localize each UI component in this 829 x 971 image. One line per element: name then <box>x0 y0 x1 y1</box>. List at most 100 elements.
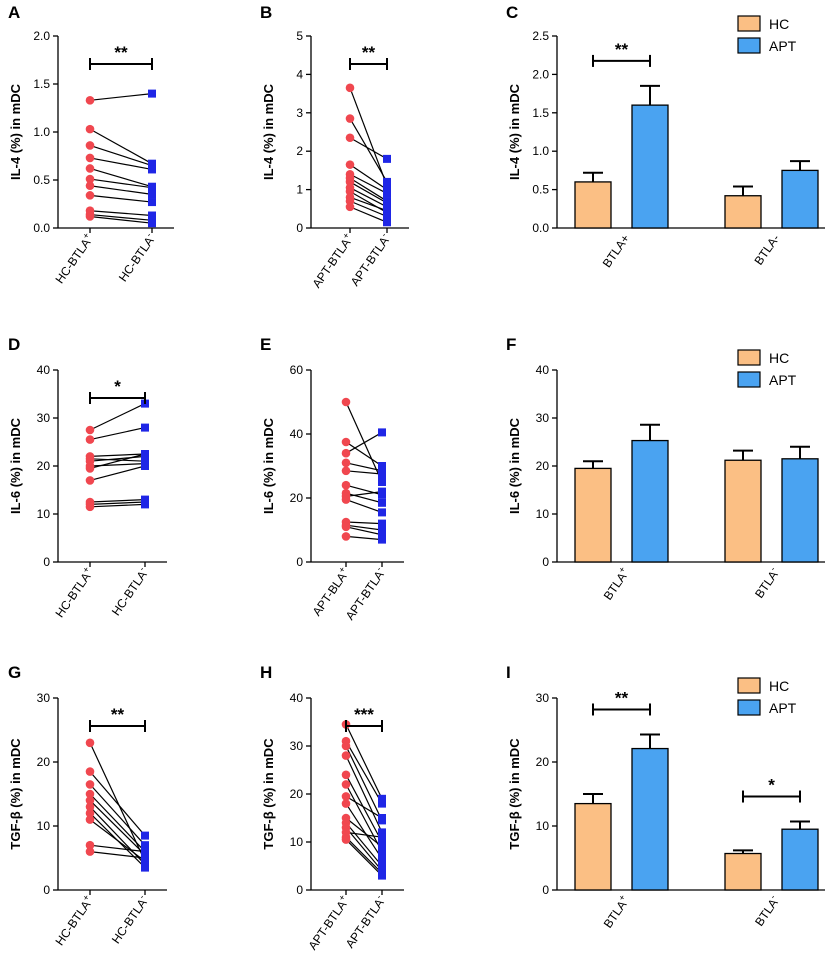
pair-line <box>345 745 383 821</box>
pair-line <box>89 799 146 856</box>
pair-line <box>89 167 153 188</box>
pair-line <box>345 492 383 504</box>
before-point <box>85 815 95 824</box>
before-point <box>85 767 95 776</box>
x-category-label: APT-BTLA- <box>341 565 388 623</box>
y-tick-label: 3 <box>296 106 303 120</box>
y-tick-label: 2.0 <box>532 67 549 81</box>
legend-label-hc: HC <box>769 678 789 694</box>
pair-line <box>345 839 383 877</box>
y-axis-title: IL-6 (%) in mDC <box>507 417 522 514</box>
pair-line <box>345 521 383 525</box>
before-point <box>341 458 351 468</box>
pair-line <box>349 190 388 214</box>
bar-apt <box>781 458 819 563</box>
before-point <box>85 124 95 134</box>
after-point <box>148 165 156 174</box>
before-point <box>85 840 95 850</box>
y-axis-title: TGF-β (%) in mDC <box>8 738 23 850</box>
after-point <box>378 838 386 846</box>
pair-line <box>89 215 153 224</box>
before-point <box>85 435 95 444</box>
y-axis-title: IL-4 (%) in mDC <box>507 83 522 180</box>
pair-line <box>345 431 383 454</box>
pair-line <box>345 740 383 804</box>
after-point <box>378 487 386 496</box>
bar-hc <box>724 852 762 891</box>
y-tick-label: 0 <box>542 555 549 569</box>
significance-label: * <box>768 776 775 795</box>
pair-line <box>349 181 388 204</box>
y-tick-label: 0 <box>542 883 549 897</box>
pair-line <box>345 499 383 513</box>
before-point <box>341 835 351 844</box>
panel-d: D 0 10 20 30 40 IL-6 (%) in mDC HC-BTLA+ HC-BTLA… <box>8 335 167 620</box>
before-point <box>341 780 351 789</box>
bar-apt <box>781 828 819 891</box>
pair-line <box>89 458 146 462</box>
pair-line <box>345 462 383 472</box>
y-tick-label: 30 <box>37 411 51 425</box>
legend-swatch-apt <box>737 699 761 716</box>
y-tick-label: 0.0 <box>33 221 50 235</box>
after-point <box>141 500 149 509</box>
y-axis-title: TGF-β (%) in mDC <box>261 738 276 850</box>
y-axis-title: IL-4 (%) in mDC <box>261 83 276 180</box>
x-group-label: BTLA- <box>751 232 782 268</box>
y-tick-label: 1.0 <box>33 125 50 139</box>
y-tick-label: 30 <box>37 691 51 705</box>
after-point <box>383 218 391 227</box>
pair-line <box>345 803 383 860</box>
panel-letter: E <box>260 335 271 354</box>
y-axis-title: IL-4 (%) in mDC <box>8 83 23 180</box>
before-point <box>85 191 95 200</box>
after-point <box>378 842 386 851</box>
after-point <box>378 519 386 528</box>
after-point <box>141 462 149 470</box>
bar-hc <box>574 467 612 563</box>
pair-line <box>89 783 146 846</box>
before-point <box>85 212 95 221</box>
pair-line <box>349 164 388 191</box>
y-tick-label: 0.5 <box>532 183 549 197</box>
before-point <box>345 83 355 93</box>
pair-line <box>349 87 388 186</box>
bar-hc <box>724 459 762 563</box>
pair-line <box>89 503 146 508</box>
before-point <box>85 476 95 485</box>
pair-line <box>89 93 153 101</box>
pair-line <box>89 819 146 862</box>
pair-line <box>89 144 153 167</box>
after-point <box>148 198 156 207</box>
x-category-label: HC-BTLA- <box>107 893 151 947</box>
pair-line <box>89 844 146 853</box>
legend-swatch-apt <box>737 37 761 54</box>
pair-line <box>89 793 146 853</box>
pair-line <box>89 210 153 217</box>
before-point <box>345 160 355 169</box>
pair-line <box>345 795 383 819</box>
y-tick-label: 10 <box>37 819 51 833</box>
x-category-label: HC-BTLA+ <box>51 893 97 949</box>
pair-line <box>89 194 153 203</box>
y-tick-label: 30 <box>536 691 550 705</box>
y-tick-label: 20 <box>37 459 51 473</box>
pair-line <box>89 427 146 441</box>
significance-label: ** <box>615 688 629 707</box>
bar-apt <box>631 439 669 563</box>
panel-a: A 0.0 0.5 1.0 1.5 2.0 IL-4 (%) in mDC HC-BTLA+ H… <box>8 3 174 286</box>
before-point <box>341 532 351 541</box>
pair-line <box>345 470 383 475</box>
pair-line <box>89 178 153 189</box>
y-tick-label: 0.5 <box>33 173 50 187</box>
panel-letter: H <box>260 663 272 682</box>
x-category-label: HC-BTLA- <box>114 231 158 285</box>
before-point <box>341 522 351 532</box>
before-point <box>341 799 351 808</box>
y-tick-label: 20 <box>536 459 550 473</box>
y-tick-label: 40 <box>290 691 304 705</box>
panel-letter: D <box>8 335 20 354</box>
panel-letter: A <box>8 3 20 22</box>
legend-swatch-hc <box>737 349 761 366</box>
pair-line <box>89 465 146 481</box>
